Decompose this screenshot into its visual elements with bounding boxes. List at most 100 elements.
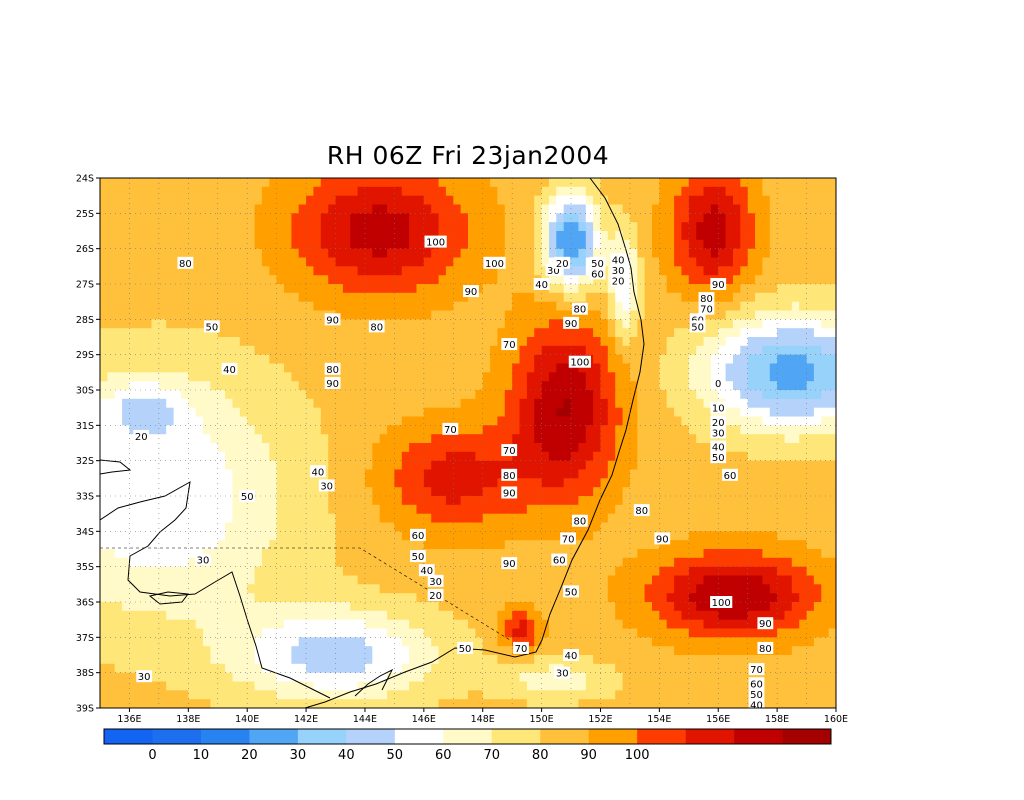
rh-cell — [365, 186, 373, 197]
rh-cell — [239, 628, 248, 638]
rh-cell — [247, 186, 256, 197]
rh-cell — [254, 513, 263, 524]
rh-cell — [298, 407, 307, 418]
rh-cell — [232, 178, 241, 188]
rh-cell — [158, 487, 167, 497]
rh-cell — [674, 478, 683, 488]
rh-cell — [357, 434, 366, 444]
rh-cell — [151, 266, 160, 276]
rh-cell — [475, 610, 484, 621]
rh-cell — [519, 328, 528, 338]
rh-cell — [482, 381, 491, 391]
rh-cell — [306, 213, 315, 223]
rh-cell — [269, 186, 278, 197]
rh-cell — [335, 328, 344, 338]
rh-cell — [144, 345, 153, 356]
rh-cell — [637, 284, 646, 294]
rh-cell — [688, 398, 697, 409]
rh-cell — [394, 469, 403, 479]
rh-cell — [320, 222, 329, 232]
rh-cell — [585, 372, 594, 382]
rh-cell — [313, 178, 322, 188]
rh-cell — [674, 204, 683, 214]
rh-cell — [107, 372, 116, 382]
rh-cell — [217, 681, 226, 691]
rh-cell — [269, 434, 278, 444]
rh-cell — [313, 672, 322, 683]
rh-cell — [129, 239, 138, 250]
rh-cell — [519, 345, 528, 356]
rh-cell — [298, 663, 307, 674]
rh-cell — [600, 602, 609, 612]
rh-cell — [365, 345, 373, 356]
rh-cell — [401, 195, 410, 206]
rh-cell — [504, 699, 513, 708]
rh-cell — [394, 372, 403, 382]
rh-cell — [173, 266, 182, 276]
rh-cell — [114, 655, 123, 665]
rh-cell — [526, 610, 535, 621]
rh-cell — [431, 690, 440, 700]
rh-cell — [203, 531, 211, 541]
rh-cell — [659, 178, 668, 188]
rh-cell — [652, 646, 660, 656]
rh-cell — [696, 602, 705, 612]
rh-cell — [607, 372, 616, 382]
rh-cell — [593, 363, 602, 373]
rh-cell — [379, 584, 388, 594]
rh-cell — [276, 337, 285, 347]
rh-cell — [703, 372, 712, 382]
rh-cell — [166, 372, 175, 382]
rh-cell — [475, 319, 484, 329]
rh-cell — [114, 549, 123, 559]
map-title: RH 06Z Fri 23jan2004 — [326, 141, 610, 170]
rh-cell — [637, 663, 646, 674]
rh-cell — [350, 593, 359, 603]
rh-cell — [261, 213, 270, 223]
rh-cell — [372, 451, 381, 462]
rh-cell — [298, 566, 307, 577]
rh-cell — [239, 425, 248, 435]
rh-cell — [431, 663, 440, 674]
rh-cell — [431, 646, 440, 656]
rh-cell — [269, 699, 278, 708]
rh-cell — [541, 646, 550, 656]
rh-cell — [468, 372, 476, 382]
rh-cell — [129, 381, 138, 391]
rh-cell — [534, 443, 543, 453]
rh-cell — [438, 372, 447, 382]
rh-cell — [350, 257, 359, 267]
rh-cell — [526, 328, 535, 338]
rh-cell — [674, 549, 683, 559]
rh-cell — [681, 690, 690, 700]
rh-cell — [688, 363, 697, 373]
rh-cell — [556, 381, 565, 391]
rh-cell — [453, 496, 462, 506]
rh-cell — [276, 469, 285, 479]
rh-cell — [144, 372, 153, 382]
rh-cell — [203, 619, 211, 630]
rh-cell — [637, 204, 646, 214]
rh-cell — [571, 363, 579, 373]
rh-cell — [328, 690, 337, 700]
rh-cell — [247, 248, 256, 259]
rh-cell — [401, 222, 410, 232]
rh-cell — [460, 496, 469, 506]
rh-cell — [622, 575, 631, 585]
rh-cell — [578, 284, 587, 294]
rh-cell — [674, 186, 683, 197]
rh-cell — [306, 504, 315, 515]
rh-cell — [629, 372, 638, 382]
rh-cell — [585, 390, 594, 400]
rh-cell — [129, 407, 138, 418]
rh-cell — [644, 239, 653, 250]
rh-cell — [460, 178, 469, 188]
rh-cell — [232, 292, 241, 303]
rh-cell — [203, 602, 211, 612]
rh-cell — [181, 646, 189, 656]
rh-cell — [578, 655, 587, 665]
rh-cell — [549, 566, 557, 577]
rh-cell — [144, 460, 153, 471]
rh-cell — [710, 231, 719, 241]
rh-cell — [593, 575, 602, 585]
